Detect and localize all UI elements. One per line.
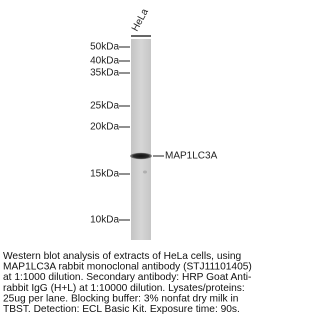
- caption-line: Western blot analysis of extracts of HeL…: [3, 251, 242, 262]
- marker-label: 35kDa: [90, 68, 119, 79]
- marker-label: 25kDa: [90, 101, 119, 112]
- blot-lane: [131, 39, 151, 240]
- caption-line: MAP1LC3A rabbit monoclonal antibody (STJ…: [3, 262, 252, 273]
- marker-label: 50kDa: [90, 42, 119, 53]
- blot-spot: [143, 171, 147, 174]
- caption-line: TBST. Detection: ECL Basic Kit. Exposure…: [3, 304, 240, 315]
- caption: Western blot analysis of extracts of HeL…: [3, 251, 252, 315]
- blot-band: [130, 153, 152, 159]
- marker-label: 15kDa: [90, 169, 119, 180]
- caption-line: at 1:1000 dilution. Secondary antibody: …: [3, 272, 251, 283]
- caption-line: 25ug per lane. Blocking buffer: 3% nonfa…: [3, 293, 238, 304]
- band-label: MAP1LC3A: [165, 151, 218, 162]
- lane-label: HeLa: [130, 7, 151, 34]
- marker-label: 20kDa: [90, 122, 119, 133]
- caption-line: rabbit IgG (H+L) at 1:10000 dilution. Ly…: [3, 283, 245, 294]
- marker-label: 10kDa: [90, 215, 119, 226]
- marker-label: 40kDa: [90, 56, 119, 67]
